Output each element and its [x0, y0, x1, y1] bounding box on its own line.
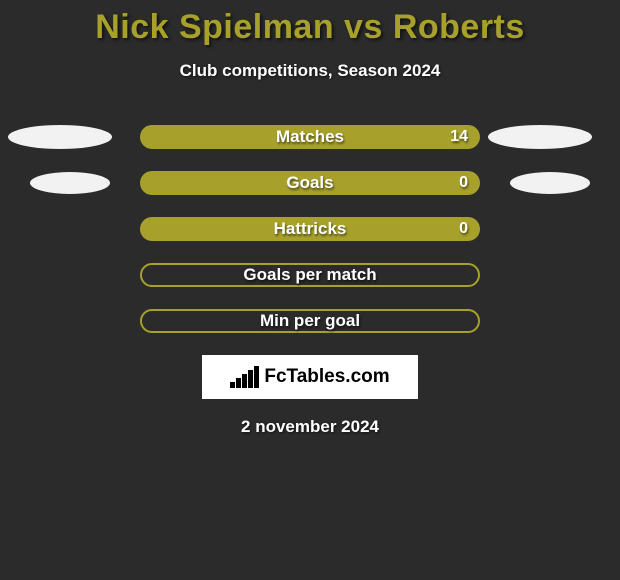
logo-box: FcTables.com	[202, 355, 418, 399]
stat-bar: Hattricks 0	[140, 217, 480, 241]
left-ellipse	[30, 172, 110, 194]
stats-container: Matches 14 Goals 0 Hattricks 0 Goals per match…	[0, 125, 620, 333]
left-ellipse	[8, 125, 112, 149]
stat-row: Min per goal	[0, 309, 620, 333]
stat-bar: Min per goal	[140, 309, 480, 333]
stat-right-value: 0	[459, 220, 468, 238]
stat-label: Hattricks	[274, 219, 347, 239]
stat-row: Goals per match	[0, 263, 620, 287]
stat-right-value: 0	[459, 174, 468, 192]
date-text: 2 november 2024	[0, 417, 620, 437]
stat-label: Matches	[276, 127, 344, 147]
stat-label: Min per goal	[260, 311, 360, 331]
comparison-infographic: Nick Spielman vs Roberts Club competitio…	[0, 0, 620, 580]
bars-icon	[230, 366, 258, 388]
right-ellipse	[488, 125, 592, 149]
stat-bar: Goals 0	[140, 171, 480, 195]
subtitle: Club competitions, Season 2024	[0, 61, 620, 81]
logo-text: FcTables.com	[264, 366, 389, 388]
stat-row: Goals 0	[0, 171, 620, 195]
stat-bar: Goals per match	[140, 263, 480, 287]
page-title: Nick Spielman vs Roberts	[0, 0, 620, 47]
stat-right-value: 14	[450, 128, 468, 146]
stat-row: Matches 14	[0, 125, 620, 149]
stat-label: Goals	[286, 173, 333, 193]
stat-row: Hattricks 0	[0, 217, 620, 241]
stat-bar: Matches 14	[140, 125, 480, 149]
right-ellipse	[510, 172, 590, 194]
stat-label: Goals per match	[243, 265, 376, 285]
